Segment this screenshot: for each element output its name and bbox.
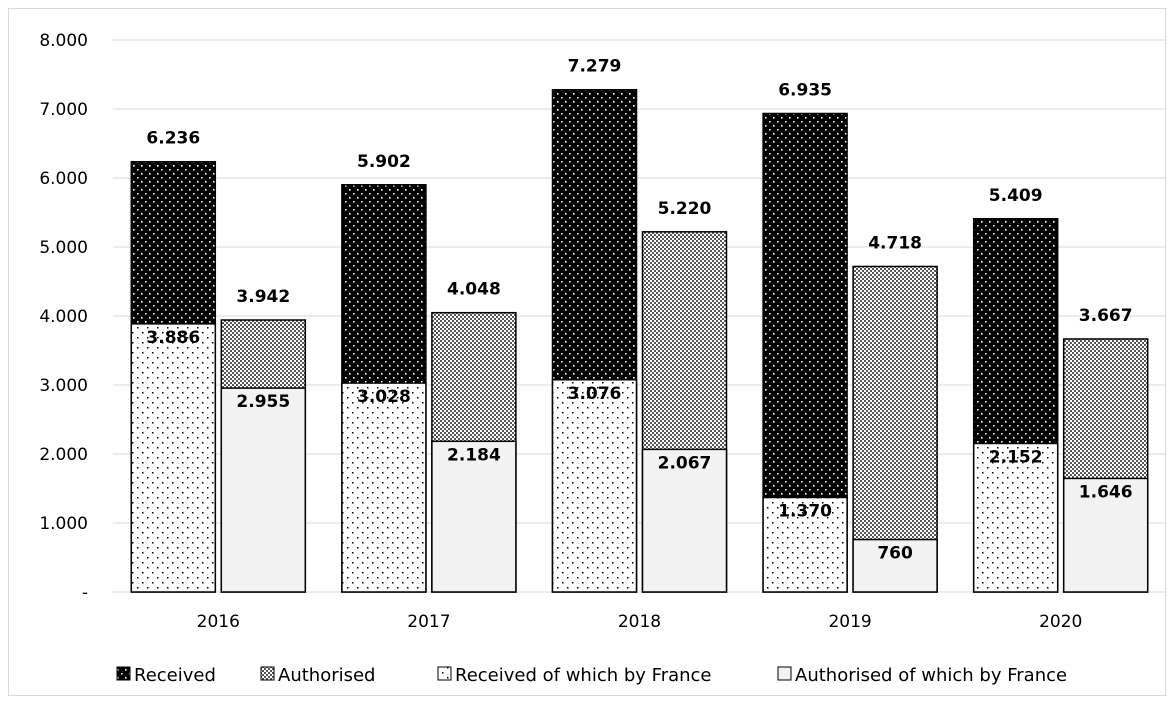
bar-received-of-which-by-france [130,323,217,593]
legend-swatch [116,666,131,681]
data-label: 3.076 [568,384,622,404]
data-label: 3.667 [1079,306,1133,326]
legend-label: Received [134,665,216,686]
legend-label: Authorised [278,665,375,686]
data-label: 5.220 [658,199,712,219]
bar-received-of-which-by-france [551,379,638,593]
data-label: 2.955 [236,392,290,412]
y-axis-tick-labels: - 1.000 2.000 3.000 4.000 5.000 6.000 7.000 8.00… [39,31,88,603]
data-label: 3.028 [357,387,411,407]
x-category-label: 2016 [197,612,240,632]
legend-label: Received of which by France [455,665,712,686]
data-label: 6.935 [778,80,832,100]
x-category-label: 2017 [407,612,450,632]
y-tick-label: 8.000 [39,31,88,51]
y-tick-label: 2.000 [39,445,88,465]
x-category-label: 2020 [1039,612,1082,632]
bar-authorised [852,265,938,593]
data-label: 1.646 [1079,482,1133,502]
data-label: 2.184 [447,445,501,465]
bar-authorised-of-which-by-france [852,538,938,593]
data-labels: 6.236 3.886 3.942 2.955 5.902 3.028 4.048 2.184… [146,57,1132,564]
data-label: 6.236 [146,129,200,149]
data-label: 760 [877,544,913,564]
bar-authorised-of-which-by-france [1062,477,1149,593]
bar-authorised-of-which-by-france [431,440,517,593]
bar-received-of-which-by-france [972,442,1059,593]
bar-received-of-which-by-france [341,382,427,593]
bar-authorised-of-which-by-france [641,448,728,593]
y-tick-label: 3.000 [39,376,88,396]
y-tick-label: 6.000 [39,169,88,189]
y-tick-label: 1.000 [39,514,88,534]
x-axis-category-labels: 2016 2017 2018 2019 2020 [197,612,1083,632]
x-category-label: 2018 [618,612,661,632]
bars [130,88,1149,593]
legend-swatch [260,666,275,681]
legend-swatch [437,666,452,681]
legend: Received Authorised Received of which by F… [116,665,1067,686]
y-tick-label: - [82,583,88,603]
y-tick-label: 7.000 [39,100,88,120]
legend-label: Authorised of which by France [795,665,1067,686]
data-label: 1.370 [778,501,832,521]
data-label: 2.067 [658,453,712,473]
bar-received-of-which-by-france [762,496,848,593]
data-label: 5.902 [357,152,411,172]
legend-swatch [777,666,792,681]
data-label: 3.886 [146,328,200,348]
data-label: 3.942 [236,287,290,307]
x-category-label: 2019 [828,612,871,632]
data-label: 5.409 [989,186,1043,206]
bar-authorised-of-which-by-france [220,387,307,593]
data-label: 7.279 [568,57,622,77]
data-label: 4.718 [868,233,922,253]
y-tick-label: 5.000 [39,238,88,258]
data-label: 2.152 [989,448,1043,468]
y-tick-label: 4.000 [39,307,88,327]
data-label: 4.048 [447,280,501,300]
